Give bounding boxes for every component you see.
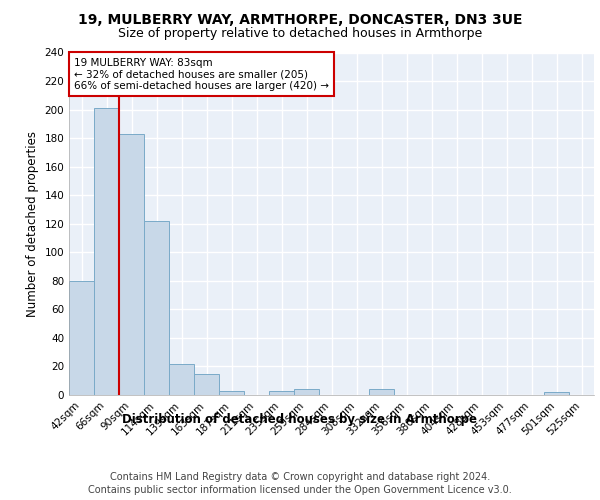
Bar [544, 392, 569, 395]
Bar [144, 221, 169, 395]
Bar [169, 364, 194, 395]
Bar [269, 390, 294, 395]
Text: Size of property relative to detached houses in Armthorpe: Size of property relative to detached ho… [118, 28, 482, 40]
Bar [119, 134, 144, 395]
Bar [219, 390, 244, 395]
Text: Contains HM Land Registry data © Crown copyright and database right 2024.: Contains HM Land Registry data © Crown c… [110, 472, 490, 482]
Text: 19 MULBERRY WAY: 83sqm
← 32% of detached houses are smaller (205)
66% of semi-de: 19 MULBERRY WAY: 83sqm ← 32% of detached… [74, 58, 329, 91]
Bar [69, 281, 94, 395]
Bar [94, 108, 119, 395]
Bar [294, 390, 319, 395]
Text: Distribution of detached houses by size in Armthorpe: Distribution of detached houses by size … [122, 412, 478, 426]
Bar [194, 374, 219, 395]
Text: 19, MULBERRY WAY, ARMTHORPE, DONCASTER, DN3 3UE: 19, MULBERRY WAY, ARMTHORPE, DONCASTER, … [78, 12, 522, 26]
Y-axis label: Number of detached properties: Number of detached properties [26, 130, 39, 317]
Bar [369, 390, 394, 395]
Text: Contains public sector information licensed under the Open Government Licence v3: Contains public sector information licen… [88, 485, 512, 495]
